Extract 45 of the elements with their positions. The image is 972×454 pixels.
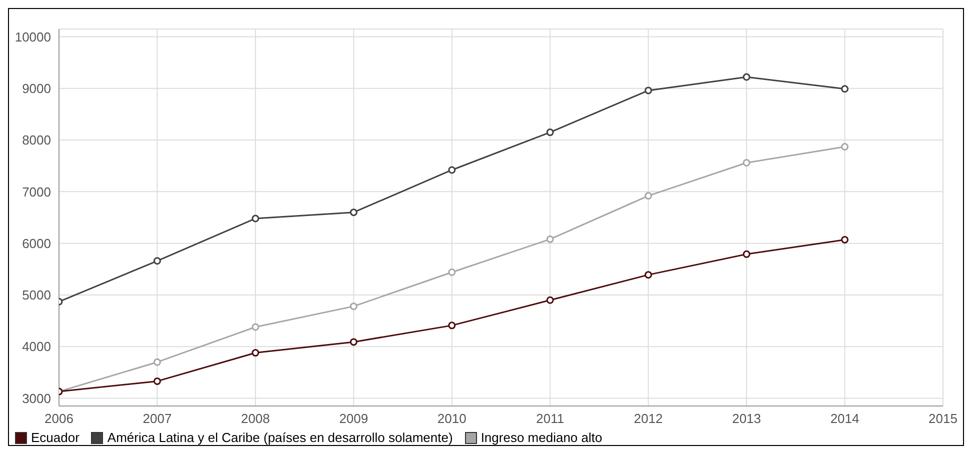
point bbox=[742, 250, 750, 258]
point bbox=[546, 296, 554, 304]
y-tick-label: 7000 bbox=[22, 184, 51, 200]
point bbox=[644, 271, 652, 279]
point bbox=[350, 208, 358, 216]
x-tick-label: 2012 bbox=[634, 411, 663, 426]
x-tick-label: 2007 bbox=[142, 411, 172, 426]
x-tick-label: 2006 bbox=[44, 411, 74, 426]
point bbox=[153, 358, 161, 366]
point bbox=[644, 86, 652, 94]
point bbox=[742, 159, 750, 167]
y-tick-label: 5000 bbox=[22, 288, 51, 303]
point bbox=[742, 73, 750, 81]
point bbox=[841, 143, 849, 150]
y-tick-label: 8000 bbox=[22, 132, 51, 148]
x-tick-label: 2015 bbox=[928, 411, 958, 426]
point bbox=[252, 323, 260, 331]
point bbox=[644, 192, 652, 200]
point bbox=[448, 268, 456, 276]
x-tick-label: 2009 bbox=[339, 411, 368, 426]
y-tick-label: 10000 bbox=[14, 29, 51, 44]
point bbox=[448, 166, 456, 174]
point bbox=[546, 235, 554, 243]
point bbox=[841, 236, 849, 244]
x-tick-label: 2014 bbox=[830, 411, 860, 426]
point bbox=[153, 257, 161, 265]
x-tick-label: 2010 bbox=[437, 411, 466, 426]
point bbox=[153, 377, 161, 385]
point bbox=[252, 214, 260, 222]
point bbox=[350, 338, 358, 346]
point bbox=[546, 128, 554, 136]
y-tick-label: 9000 bbox=[22, 81, 51, 96]
y-tick-label: 3000 bbox=[22, 390, 51, 406]
legend-label: América Latina y el Caribe (países en desarrollo solamente) bbox=[107, 430, 453, 445]
y-tick-label: 6000 bbox=[22, 236, 51, 251]
legend-label: Ecuador bbox=[31, 430, 80, 445]
point bbox=[252, 349, 260, 357]
x-tick-label: 2011 bbox=[536, 411, 564, 426]
y-tick-label: 4000 bbox=[22, 339, 51, 354]
point bbox=[448, 322, 456, 330]
legend-label: Ingreso mediano alto bbox=[480, 430, 602, 445]
x-tick-label: 2013 bbox=[732, 411, 762, 426]
point bbox=[350, 302, 358, 310]
point bbox=[841, 85, 849, 93]
x-tick-label: 2008 bbox=[240, 411, 270, 426]
